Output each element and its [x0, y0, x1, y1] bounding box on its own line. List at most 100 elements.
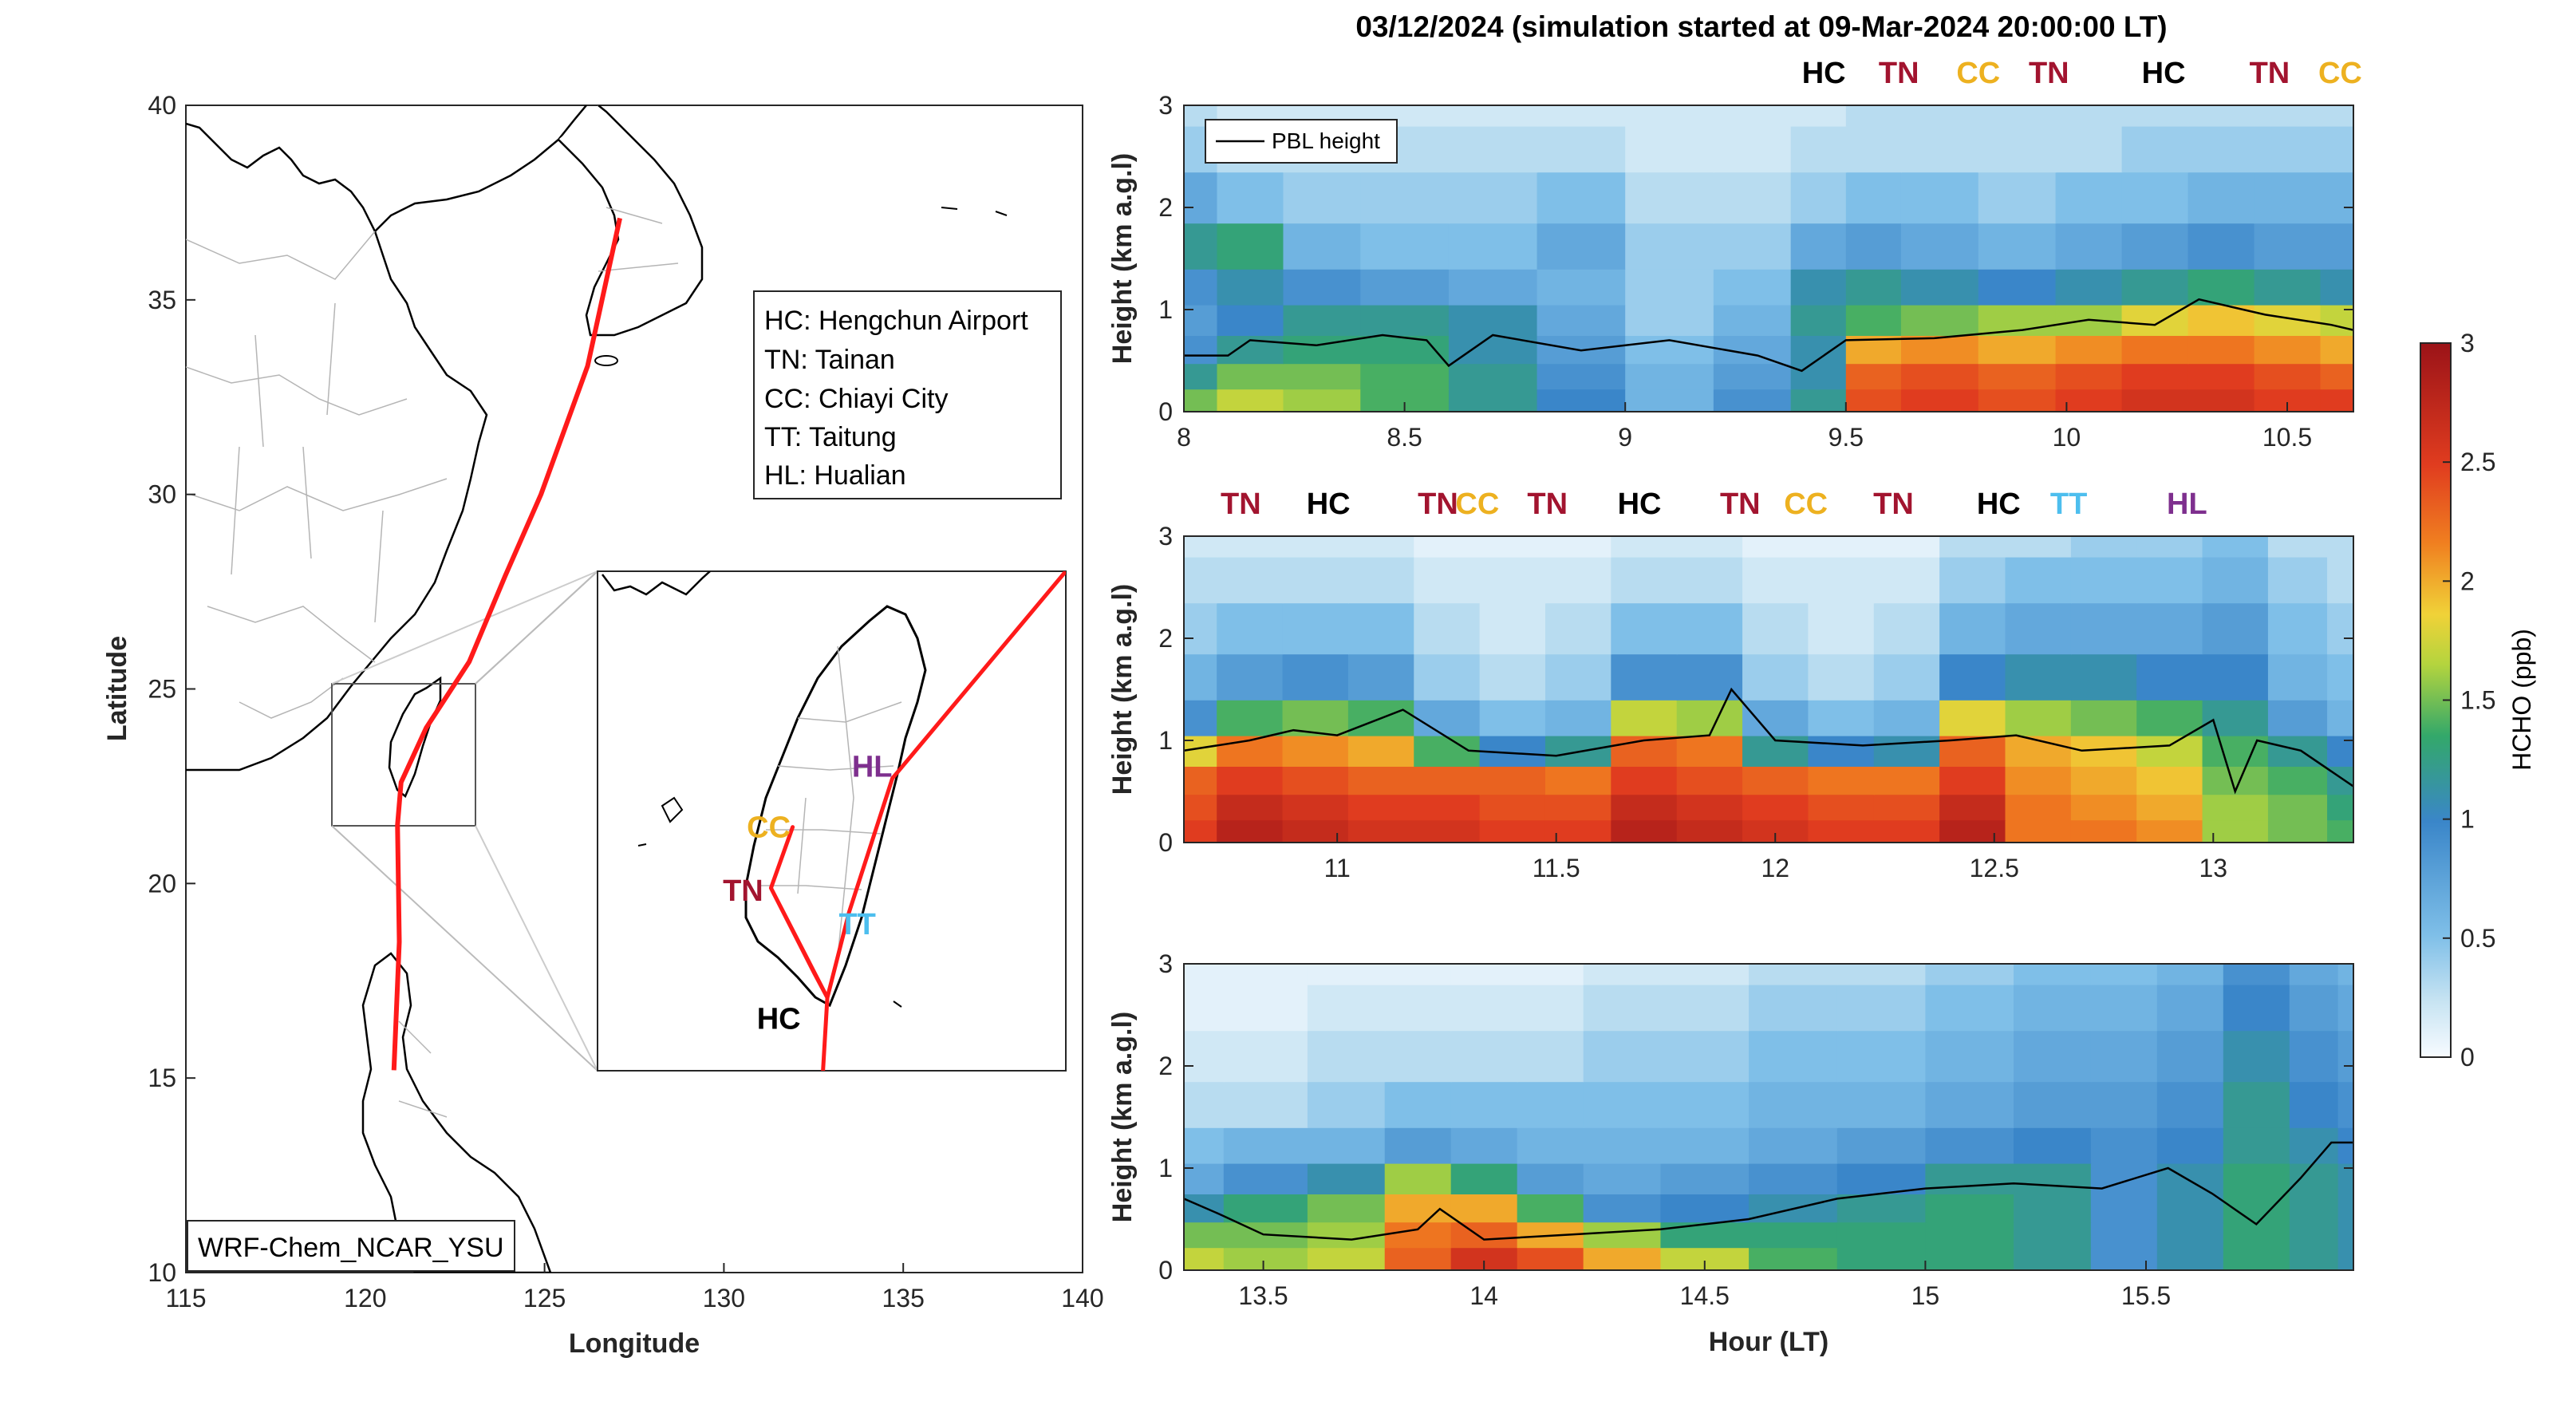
hcho-cell	[2320, 389, 2353, 412]
hcho-cell	[1676, 602, 1744, 655]
map-y-tick-label: 40	[148, 91, 176, 120]
hcho-cell	[1184, 536, 1218, 558]
hcho-cell	[1223, 984, 1308, 1032]
hcho-cell	[2202, 819, 2269, 843]
hcho-cell	[2327, 556, 2353, 604]
hcho-cell	[1790, 125, 1847, 173]
hcho-cell	[1873, 735, 1941, 767]
hcho-cell	[1925, 1127, 2015, 1164]
map-ylabel: Latitude	[102, 636, 132, 741]
hcho-cell	[1742, 699, 1809, 736]
hcho-cell	[1223, 1127, 1308, 1164]
hcho-cell	[2136, 699, 2203, 736]
hcho-cell	[2337, 1222, 2353, 1249]
hcho-cell	[1790, 363, 1847, 390]
hcho-cell	[1544, 699, 1612, 736]
hcho-cell	[2121, 363, 2189, 390]
hcho-cell	[1283, 363, 1362, 390]
hcho-cell	[2320, 172, 2353, 224]
hcho-cell	[2223, 1127, 2290, 1164]
hcho-cell	[2187, 223, 2255, 270]
hcho-cell	[1873, 536, 1941, 558]
inset-county-borders	[758, 645, 902, 958]
hcho-cell	[1713, 304, 1792, 336]
x-tick-label: 13.5	[1238, 1281, 1288, 1310]
site-label-hc: HC	[2142, 57, 2186, 90]
map-x-tick-label: 130	[703, 1284, 745, 1312]
panel-1-axes-box	[1183, 105, 2354, 412]
hcho-cell	[1414, 536, 1481, 558]
panel-3-ylabel: Height (km a.g.l)	[1107, 1012, 1138, 1222]
x-tick-label: 15.5	[2121, 1281, 2171, 1310]
x-tick-label: 14.5	[1680, 1281, 1730, 1310]
panel-1-site-labels: HC TN CC TN HC TN CC	[1802, 57, 2362, 90]
y-tick-label: 2	[1158, 193, 1173, 222]
panel-3-axes-box	[1183, 963, 2354, 1271]
site-label-cc: CC	[1784, 487, 1828, 521]
hcho-cell	[2090, 984, 2158, 1032]
colorbar-label: HCHO (ppb)	[2507, 629, 2536, 771]
x-tick-label: 10.5	[2262, 423, 2312, 452]
y-tick-label: 3	[1158, 949, 1173, 978]
hcho-cell	[1742, 653, 1809, 701]
hcho-cell	[1223, 1081, 1308, 1128]
hcho-cell	[1978, 105, 2057, 127]
hcho-cell	[1184, 602, 1218, 655]
hcho-cell	[2136, 602, 2203, 655]
hcho-cell	[1925, 1194, 2015, 1223]
hcho-cell	[1360, 268, 1450, 306]
hcho-cell	[1939, 819, 2006, 843]
hcho-cell	[1217, 653, 1284, 701]
hcho-cell	[1450, 1081, 1518, 1128]
hcho-cell	[2223, 1247, 2290, 1270]
hcho-cell	[1517, 1247, 1584, 1270]
hcho-cell	[1537, 223, 1627, 270]
site-label-hc: HC	[1802, 57, 1846, 90]
hcho-cell	[2289, 1222, 2339, 1249]
hcho-cell	[2156, 1081, 2224, 1128]
y-tick-label: 2	[1158, 624, 1173, 653]
panel-2-x-ticks: 11 11.5 12 12.5 13	[1324, 833, 2227, 882]
hcho-cell	[2156, 1222, 2224, 1249]
hcho-cell	[2070, 766, 2138, 795]
colorbar-tick-label: 1.5	[2460, 686, 2495, 715]
hcho-cell	[2121, 335, 2189, 365]
inset-site-label-hc: HC	[757, 1003, 801, 1036]
hcho-cell	[2187, 335, 2255, 365]
hcho-cell	[1217, 766, 1284, 795]
hcho-cell	[1713, 172, 1792, 224]
colorbar-tick-label: 0	[2460, 1043, 2475, 1072]
hcho-cell	[1925, 1030, 2015, 1083]
hcho-cell	[1450, 964, 1518, 985]
hcho-cell	[1450, 1127, 1518, 1164]
hcho-cell	[2055, 389, 2123, 412]
hcho-cell	[1217, 172, 1284, 224]
hcho-cell	[1282, 653, 1349, 701]
hcho-cell	[1660, 1162, 1750, 1194]
hcho-cell	[1414, 653, 1481, 701]
x-tick-label: 12	[1761, 854, 1789, 882]
hcho-cell	[1544, 794, 1612, 821]
hcho-cell	[1625, 268, 1714, 306]
hcho-cell	[1479, 653, 1546, 701]
hcho-cell	[1978, 335, 2057, 365]
hcho-cell	[1808, 735, 1875, 767]
site-label-tn: TN	[1873, 487, 1914, 521]
hcho-cell	[1184, 335, 1218, 365]
hcho-cell	[2320, 363, 2353, 390]
hcho-cell	[2121, 125, 2189, 173]
x-tick-label: 8	[1177, 423, 1191, 452]
map-y-tick-label: 15	[148, 1064, 176, 1092]
hcho-cell	[1808, 602, 1875, 655]
hcho-cell	[1450, 1222, 1518, 1249]
hcho-cell	[1836, 1222, 1927, 1249]
colorbar: 0 0.5 1 1.5 2 2.5 3 HCHO (ppb)	[2420, 329, 2536, 1072]
hcho-cell	[1217, 223, 1284, 270]
hcho-cell	[1845, 304, 1902, 336]
hcho-cell	[2070, 536, 2138, 558]
map-y-tick-label: 10	[148, 1258, 176, 1287]
hcho-cell	[1384, 1127, 1452, 1164]
hcho-cell	[2156, 964, 2224, 985]
x-tick-label: 9	[1618, 423, 1632, 452]
